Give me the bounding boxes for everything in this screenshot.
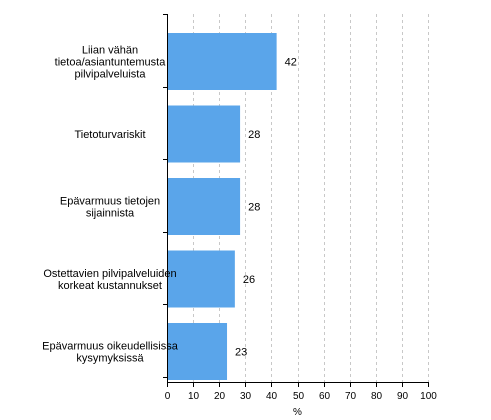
x-ticks: 0 10 20 30 40 50 60 70 80 90 100 <box>165 382 437 402</box>
value-label-1: 28 <box>248 129 260 141</box>
bar-0 <box>167 33 277 90</box>
category-label-3: Ostettavien pilvipalveluiden korkeat kust… <box>43 268 176 292</box>
value-label-2: 28 <box>248 202 260 214</box>
x-tick-label-10: 10 <box>188 391 200 402</box>
x-tick-label-80: 80 <box>371 391 383 402</box>
x-tick-label-20: 20 <box>214 391 226 402</box>
category-label-4: Epävarmuus oikeudellisissa kysymyksissä <box>42 341 179 365</box>
value-labels: 42 28 28 26 23 <box>235 57 297 359</box>
x-tick-label-100: 100 <box>420 391 437 402</box>
category-label-2: Epävarmuus tietojen sijainnista <box>60 196 160 220</box>
x-axis-title: % <box>293 407 302 418</box>
x-tick-label-40: 40 <box>266 391 278 402</box>
bars <box>167 33 277 380</box>
x-tick-label-0: 0 <box>165 391 171 402</box>
bar-1 <box>167 105 241 163</box>
category-labels: Liian vähän tietoa/asiantuntemusta pilvipa… <box>42 45 179 365</box>
value-label-0: 42 <box>285 57 297 69</box>
bar-3 <box>167 250 235 308</box>
category-label-1: Tietoturvariskit <box>74 129 145 141</box>
x-tick-label-30: 30 <box>240 391 252 402</box>
value-label-4: 23 <box>235 347 247 359</box>
x-tick-label-50: 50 <box>293 391 305 402</box>
axes <box>163 14 429 383</box>
x-tick-label-70: 70 <box>345 391 357 402</box>
bar-2 <box>167 178 241 235</box>
bar-4 <box>167 323 228 380</box>
category-label-0: Liian vähän tietoa/asiantuntemusta pilvipa… <box>55 45 167 81</box>
x-tick-label-60: 60 <box>319 391 331 402</box>
x-tick-label-90: 90 <box>397 391 409 402</box>
value-label-3: 26 <box>243 274 255 286</box>
